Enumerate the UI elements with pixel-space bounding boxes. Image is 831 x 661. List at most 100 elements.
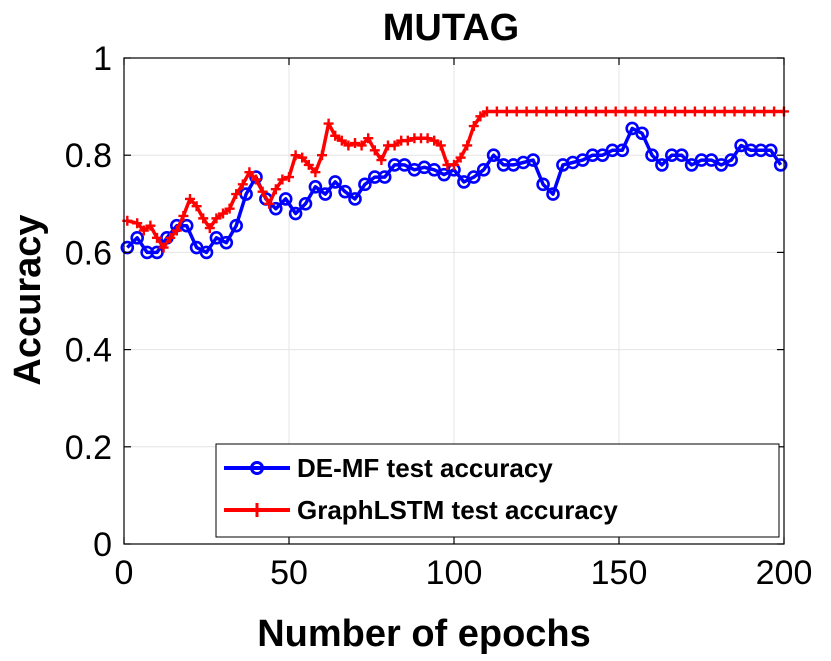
legend-box [215,443,780,538]
data-point-de-mf [466,170,481,184]
data-point-graphlstm [435,140,446,151]
data-point-graphlstm [191,201,202,212]
data-point-graphlstm [541,106,552,117]
data-point-graphlstm [290,150,301,161]
data-point-graphlstm [218,208,228,219]
y-tick-label: 1 [93,40,112,78]
data-point-graphlstm [152,232,162,243]
data-point-graphlstm [363,133,374,144]
data-point-graphlstm [455,152,466,163]
y-tick-label: 0.6 [65,234,112,272]
data-point-graphlstm [356,140,367,151]
y-tick-label: 0.4 [65,332,112,370]
data-point-de-mf [219,235,234,250]
data-point-graphlstm [317,150,327,161]
legend: DE-MF test accuracy GraphLSTM test accur… [215,443,780,538]
series-line-graphlstm [126,109,784,250]
data-point-graphlstm [145,220,156,231]
data-point-graphlstm [264,198,275,209]
data-point-graphlstm [422,133,433,144]
data-point-graphlstm [719,106,730,117]
data-point-de-mf [674,148,689,162]
y-axis-label: Accuracy [7,214,49,385]
data-point-graphlstm [132,218,143,229]
data-point-graphlstm [330,130,341,141]
data-point-graphlstm [491,106,502,117]
data-point-de-mf [546,187,560,201]
data-point-graphlstm [429,135,440,146]
tick-labels: 0 50 100 150 200 0 0.2 0.4 0.6 0.8 1 [65,40,813,592]
x-tick-label: 50 [270,554,308,592]
data-point-graphlstm [270,184,281,195]
data-point-de-mf [486,148,501,162]
data-point-graphlstm [739,106,750,117]
legend-marker-graphlstm [250,503,264,517]
data-point-graphlstm [551,106,562,117]
data-point-graphlstm [231,189,242,200]
data-point-de-mf [199,245,214,260]
data-point-graphlstm [600,106,611,117]
data-point-graphlstm [251,174,261,185]
data-point-graphlstm [323,118,334,129]
data-point-graphlstm [571,106,582,117]
data-point-de-mf [288,206,303,221]
data-point-de-mf [120,240,135,255]
chart-title: MUTAG [383,7,520,49]
data-point-graphlstm [284,172,294,183]
data-point-graphlstm [303,159,314,170]
data-point-graphlstm [198,213,209,224]
data-point-graphlstm [389,140,400,151]
data-point-de-mf [645,148,659,162]
data-point-de-mf [298,197,313,211]
data-point-de-mf [724,153,739,167]
data-point-de-mf [615,143,630,158]
data-point-graphlstm [749,106,760,117]
data-point-graphlstm [310,167,321,178]
data-point-graphlstm [680,106,690,117]
data-point-graphlstm [759,106,770,117]
data-point-de-mf [130,231,144,245]
x-tick-label: 150 [591,554,648,592]
data-point-graphlstm [211,213,222,224]
data-point-graphlstm [660,106,671,117]
data-point-graphlstm [590,106,601,117]
data-point-graphlstm [620,106,631,117]
x-tick-label: 0 [115,554,134,592]
x-tick-label: 200 [756,554,813,592]
data-point-graphlstm [511,106,522,117]
data-point-graphlstm [468,121,479,132]
data-point-de-mf [338,184,352,199]
legend-label-graphlstm: GraphLSTM test accuracy [297,495,618,525]
data-point-de-mf [476,162,491,177]
data-point-de-mf [377,170,392,184]
tick-marks [123,57,785,545]
legend-label-de-mf: DE-MF test accuracy [297,453,553,483]
data-point-de-mf [763,143,778,158]
data-point-graphlstm [336,135,347,146]
data-point-graphlstm [257,186,268,197]
data-point-graphlstm [531,106,542,117]
data-point-graphlstm [581,106,591,117]
y-tick-label: 0.2 [65,429,112,467]
data-point-graphlstm [237,179,248,190]
data-point-de-mf [358,177,372,192]
data-point-de-mf [526,153,541,167]
data-point-graphlstm [204,223,215,234]
data-point-graphlstm [171,225,182,236]
data-point-de-mf [773,158,788,172]
data-point-de-mf [635,126,649,141]
data-point-graphlstm [699,106,710,117]
data-point-graphlstm [158,242,169,253]
data-point-graphlstm [561,106,572,117]
data-point-graphlstm [376,155,387,166]
data-point-de-mf [328,175,343,189]
data-point-graphlstm [709,106,720,117]
data-point-graphlstm [630,106,641,117]
y-tick-label: 0 [93,526,112,564]
data-point-graphlstm [729,106,740,117]
data-point-graphlstm [165,232,176,243]
data-point-graphlstm [224,203,235,214]
data-point-graphlstm [178,210,189,221]
data-point-de-mf [348,192,362,206]
